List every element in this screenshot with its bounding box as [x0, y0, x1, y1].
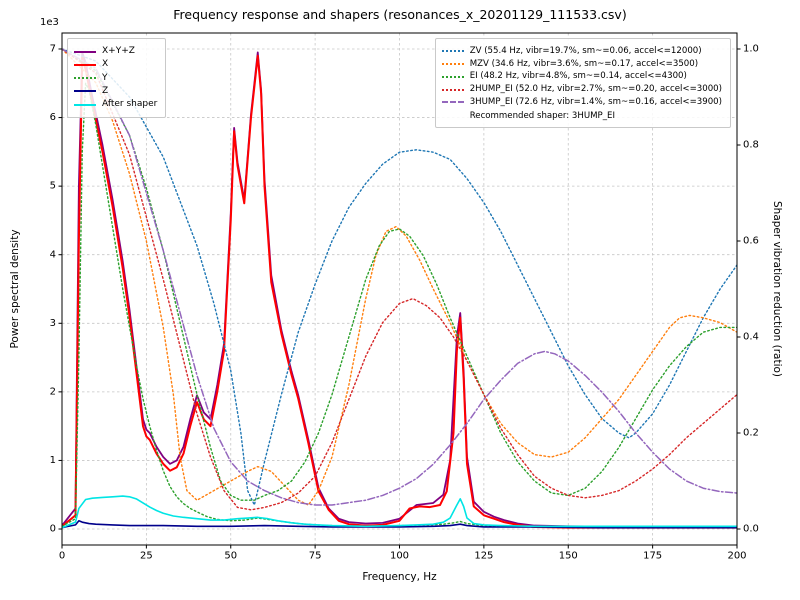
psd-legend: X+Y+Z X Y Z After shaper [67, 38, 167, 119]
legend-item: X+Y+Z [74, 46, 157, 57]
legend-line-sample [74, 77, 96, 80]
legend-line-sample [441, 101, 464, 104]
legend-line-sample [74, 63, 96, 66]
legend-item-label: ZV (55.4 Hz, vibr=19.7%, sm~=0.06, accel… [469, 46, 702, 56]
chart-title: Frequency response and shapers (resonanc… [173, 7, 627, 22]
legend-item-label: X+Y+Z [102, 46, 135, 56]
recommended-shaper-note: Recommended shaper: 3HUMP_EI [469, 110, 615, 121]
legend-item: 3HUMP_EI (72.6 Hz, vibr=1.4%, sm~=0.16, … [441, 96, 722, 108]
legend-line-sample [441, 63, 464, 66]
legend-item-label: After shaper [102, 99, 158, 109]
legend-item: After shaper [74, 99, 157, 110]
legend-item-label: X [102, 59, 109, 70]
y-axis-label-left: Power spectral density [9, 229, 21, 349]
legend-line-sample [441, 50, 464, 53]
legend-item: X [74, 59, 157, 70]
legend-item-label: 2HUMP_EI (52.0 Hz, vibr=2.7%, sm~=0.20, … [469, 84, 722, 95]
legend-item: EI (48.2 Hz, vibr=4.8%, sm~=0.14, accel<… [441, 71, 722, 82]
legend-item: MZV (34.6 Hz, vibr=3.6%, sm~=0.17, accel… [441, 58, 722, 70]
y-axis-offset-label: 1e3 [40, 17, 59, 28]
legend-item-label: 3HUMP_EI (72.6 Hz, vibr=1.4%, sm~=0.16, … [469, 96, 722, 107]
legend-item-label: MZV (34.6 Hz, vibr=3.6%, sm~=0.17, accel… [469, 58, 699, 69]
legend-item-label: Z [102, 85, 109, 96]
legend-item-label: EI (48.2 Hz, vibr=4.8%, sm~=0.14, accel<… [469, 71, 687, 82]
legend-line-sample [74, 50, 96, 53]
shapers-legend: ZV (55.4 Hz, vibr=19.7%, sm~=0.06, accel… [434, 38, 731, 129]
legend-line-sample [74, 90, 96, 93]
legend-item: 2HUMP_EI (52.0 Hz, vibr=2.7%, sm~=0.20, … [441, 84, 722, 95]
legend-line-sample [74, 103, 96, 106]
legend-item: Z [74, 86, 157, 97]
legend-item: Y [74, 73, 157, 84]
legend-item: ZV (55.4 Hz, vibr=19.7%, sm~=0.06, accel… [441, 46, 722, 57]
x-axis-label: Frequency, Hz [362, 571, 437, 583]
legend-item-label: Y [102, 72, 108, 83]
y-axis-label-right: Shaper vibration reduction (ratio) [771, 200, 783, 378]
legend-line-sample [441, 75, 464, 78]
legend-line-sample [441, 88, 464, 91]
